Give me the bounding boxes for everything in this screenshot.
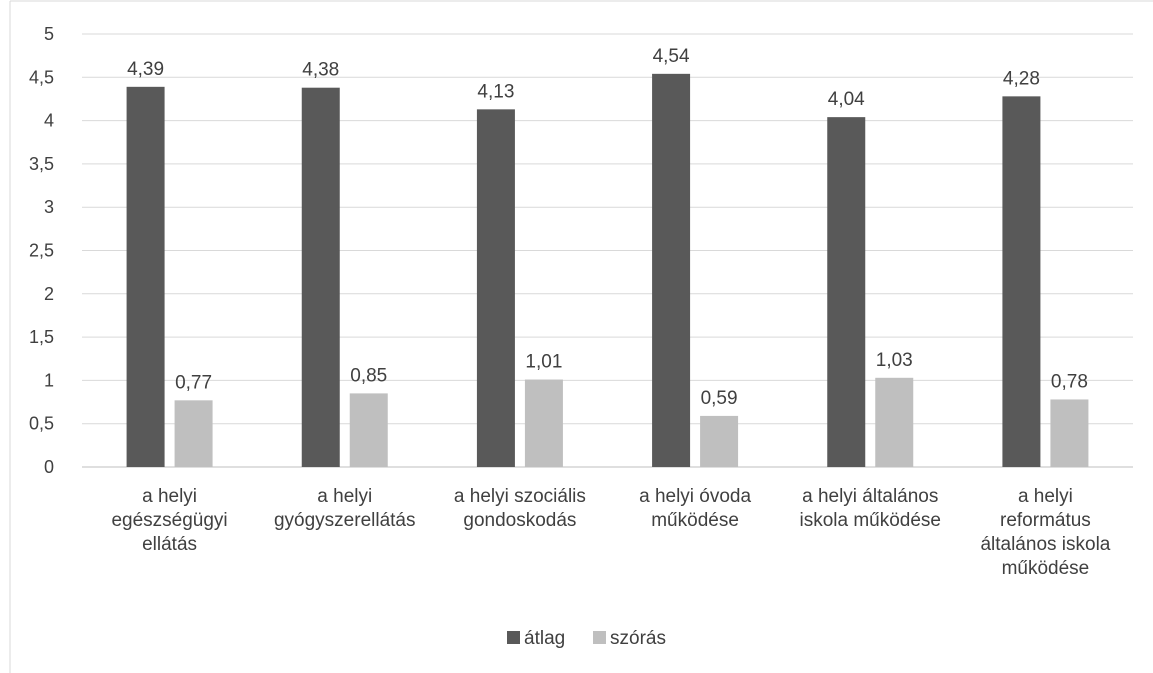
- bar-atlag: [126, 86, 165, 468]
- x-category-label: egészségügyi: [111, 510, 227, 531]
- y-tick-label: 4,5: [29, 67, 54, 87]
- y-tick-label: 2: [44, 284, 54, 304]
- bar-szoras: [1050, 399, 1089, 467]
- legend-label-atlag: átlag: [524, 628, 565, 649]
- x-category-label: a helyi: [142, 486, 197, 507]
- data-label: 4,28: [1003, 68, 1040, 89]
- legend: átlag szórás: [507, 628, 666, 649]
- x-category-label: gyógyszerellátás: [274, 510, 416, 531]
- y-tick-label: 3,5: [29, 154, 54, 174]
- y-tick-label: 3: [44, 197, 54, 217]
- bar-atlag: [652, 73, 691, 467]
- bar-szoras: [700, 415, 739, 467]
- x-category-label: iskola működése: [799, 510, 941, 531]
- bar-szoras: [174, 400, 213, 467]
- data-label: 4,13: [477, 81, 514, 102]
- data-label: 0,78: [1051, 371, 1088, 392]
- x-category-label: működése: [651, 510, 739, 531]
- y-tick-label: 0: [44, 457, 54, 477]
- y-axis-tick-labels: 0 0,5 1 1,5 2 2,5 3 3,5 4 4,5 5: [29, 24, 54, 477]
- gridlines: [82, 33, 1133, 468]
- data-label: 1,03: [876, 350, 913, 371]
- x-category-label: általános iskola: [980, 534, 1110, 555]
- data-label: 1,01: [525, 352, 562, 373]
- data-label: 0,59: [701, 388, 738, 409]
- bar-szoras: [349, 393, 388, 467]
- x-category-label: a helyi általános: [802, 486, 938, 507]
- x-category-label: működése: [1002, 558, 1090, 579]
- data-label: 4,38: [302, 60, 339, 81]
- legend-swatch-szoras: [593, 631, 606, 644]
- bar-atlag: [476, 109, 515, 467]
- bar-atlag: [301, 87, 340, 467]
- bar-atlag: [1002, 96, 1041, 468]
- data-label: 4,39: [127, 59, 164, 80]
- data-labels: 4,39 0,77 4,38 0,85 4,13 1,01 4,54 0,59 4,04 1,03…: [127, 46, 1088, 409]
- bar-szoras: [875, 377, 914, 467]
- data-label: 4,04: [828, 89, 865, 110]
- y-tick-label: 1,5: [29, 327, 54, 347]
- x-category-label: ellátás: [142, 534, 197, 555]
- legend-label-szoras: szórás: [610, 628, 666, 649]
- y-tick-label: 4: [44, 111, 54, 131]
- y-tick-label: 1: [44, 370, 54, 390]
- x-category-label: a helyi szociális: [454, 486, 586, 507]
- x-axis-category-labels: a helyi egészségügyi ellátás a helyi gyógysz…: [111, 486, 1110, 579]
- y-tick-label: 2,5: [29, 241, 54, 261]
- data-label: 0,77: [175, 372, 212, 393]
- bar-szoras: [524, 379, 563, 467]
- bar-atlag: [827, 117, 866, 468]
- x-category-label: gondoskodás: [463, 510, 576, 531]
- data-label: 4,54: [653, 46, 690, 67]
- y-tick-label: 5: [44, 24, 54, 44]
- x-category-label: református: [1000, 510, 1091, 531]
- legend-swatch-atlag: [507, 631, 520, 644]
- data-label: 0,85: [350, 365, 387, 386]
- bars: [126, 73, 1089, 468]
- x-category-label: a helyi: [317, 486, 372, 507]
- y-tick-label: 0,5: [29, 414, 54, 434]
- x-category-label: a helyi: [1018, 486, 1073, 507]
- x-category-label: a helyi óvoda: [639, 486, 751, 507]
